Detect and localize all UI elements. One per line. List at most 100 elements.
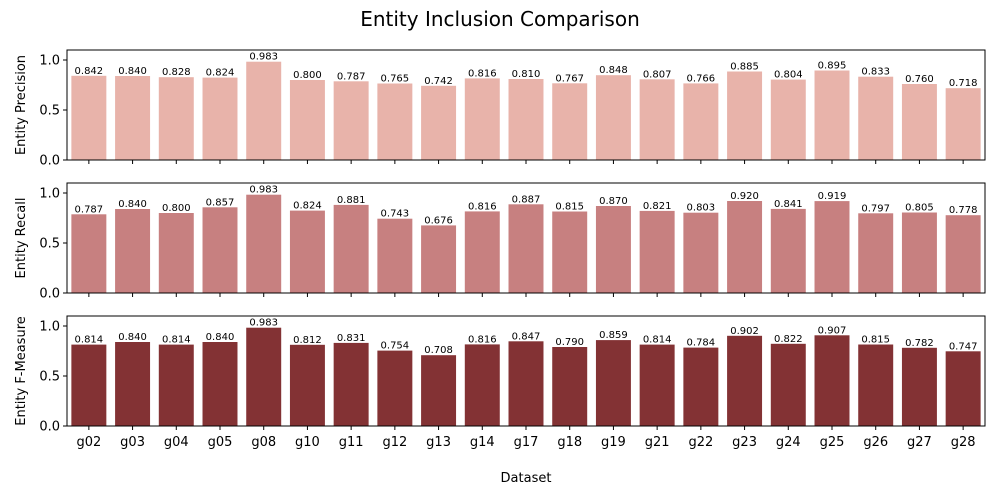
data-label: 0.816 (468, 201, 497, 212)
data-label: 0.815 (861, 335, 890, 346)
bar (639, 344, 675, 426)
data-label: 0.766 (687, 73, 716, 84)
bar (595, 340, 631, 426)
bar (770, 343, 806, 426)
bar (595, 75, 631, 160)
x-tick-label: g17 (514, 435, 539, 450)
data-label: 0.804 (774, 70, 803, 81)
y-axis-label: Entity Precision (14, 55, 29, 155)
bar (158, 213, 194, 293)
y-tick-label: 1.0 (39, 54, 60, 69)
bar (71, 75, 107, 160)
bar (464, 211, 500, 293)
bar (508, 341, 544, 426)
chart-title: Entity Inclusion Comparison (360, 7, 640, 31)
bar (552, 347, 588, 426)
panel-1: 0.842 0.840 0.828 0.824 0.983 0.800 0.787 0.765… (14, 49, 986, 169)
y-tick-label: 1.0 (39, 320, 60, 335)
x-tick-label: g26 (863, 435, 888, 450)
panel-3: 0.814 0.840 0.814 0.840 0.983 0.812 0.831 0.754… (14, 315, 986, 450)
data-label: 0.778 (949, 205, 978, 216)
data-label: 0.743 (381, 209, 410, 220)
y-tick-label: 0.0 (39, 420, 60, 435)
bar (770, 79, 806, 160)
bar (814, 335, 850, 426)
x-tick-label: g12 (382, 435, 407, 450)
bar (464, 344, 500, 426)
bar (115, 342, 151, 426)
data-label: 0.840 (118, 332, 147, 343)
bar (421, 355, 457, 426)
bar (202, 342, 238, 426)
bar (246, 194, 282, 293)
data-label: 0.824 (293, 201, 322, 212)
data-label: 0.784 (687, 338, 716, 349)
bar (770, 208, 806, 293)
bar (508, 79, 544, 160)
data-label: 0.718 (949, 78, 978, 89)
data-label: 0.831 (337, 333, 366, 344)
x-tick-label: g22 (688, 435, 713, 450)
data-label: 0.841 (774, 199, 803, 210)
x-tick-label: g28 (951, 435, 976, 450)
bar (727, 201, 763, 293)
bar (683, 212, 719, 293)
bar (71, 214, 107, 293)
bar (945, 351, 981, 426)
x-tick-label: g23 (732, 435, 757, 450)
x-tick-label: g13 (426, 435, 451, 450)
y-tick-label: 0.5 (39, 104, 60, 119)
data-label: 0.800 (162, 203, 191, 214)
data-label: 0.983 (249, 52, 278, 63)
data-label: 0.822 (774, 334, 803, 345)
y-axis-label: Entity F-Measure (14, 316, 29, 426)
bar (333, 204, 369, 293)
data-label: 0.919 (818, 191, 847, 202)
data-label: 0.816 (468, 68, 497, 79)
data-label: 0.708 (424, 345, 453, 356)
data-label: 0.803 (687, 203, 716, 214)
data-label: 0.782 (905, 338, 934, 349)
data-label: 0.816 (468, 334, 497, 345)
data-label: 0.840 (118, 66, 147, 77)
x-tick-label: g21 (645, 435, 670, 450)
bar (727, 335, 763, 426)
bar (246, 61, 282, 161)
data-label: 0.747 (949, 341, 978, 352)
bar (421, 225, 457, 293)
data-label: 0.676 (424, 215, 453, 226)
bar (115, 209, 151, 293)
data-label: 0.859 (599, 330, 628, 341)
bar (71, 344, 107, 426)
bar (289, 210, 325, 293)
x-tick-label: g14 (470, 435, 495, 450)
bar (639, 210, 675, 293)
y-tick-label: 1.0 (39, 187, 60, 202)
y-tick-label: 0.0 (39, 287, 60, 302)
bar (246, 327, 282, 426)
data-label: 0.821 (643, 201, 672, 212)
x-tick-label: g24 (776, 435, 801, 450)
bar (814, 201, 850, 293)
data-label: 0.767 (555, 73, 584, 84)
bar (639, 79, 675, 160)
data-label: 0.885 (730, 62, 759, 73)
data-label: 0.983 (249, 318, 278, 329)
data-label: 0.848 (599, 65, 628, 76)
bar (202, 77, 238, 160)
bar (858, 344, 894, 426)
bar (377, 83, 413, 160)
bar (901, 84, 937, 160)
x-tick-label: g02 (76, 435, 101, 450)
y-tick-label: 0.0 (39, 154, 60, 169)
data-label: 0.805 (905, 203, 934, 214)
bar (858, 213, 894, 293)
bar (158, 344, 194, 426)
bar (333, 342, 369, 426)
data-label: 0.815 (555, 202, 584, 213)
bar (858, 76, 894, 160)
bar (464, 78, 500, 160)
data-label: 0.754 (381, 341, 410, 352)
x-tick-label: g27 (907, 435, 932, 450)
data-label: 0.857 (206, 197, 235, 208)
